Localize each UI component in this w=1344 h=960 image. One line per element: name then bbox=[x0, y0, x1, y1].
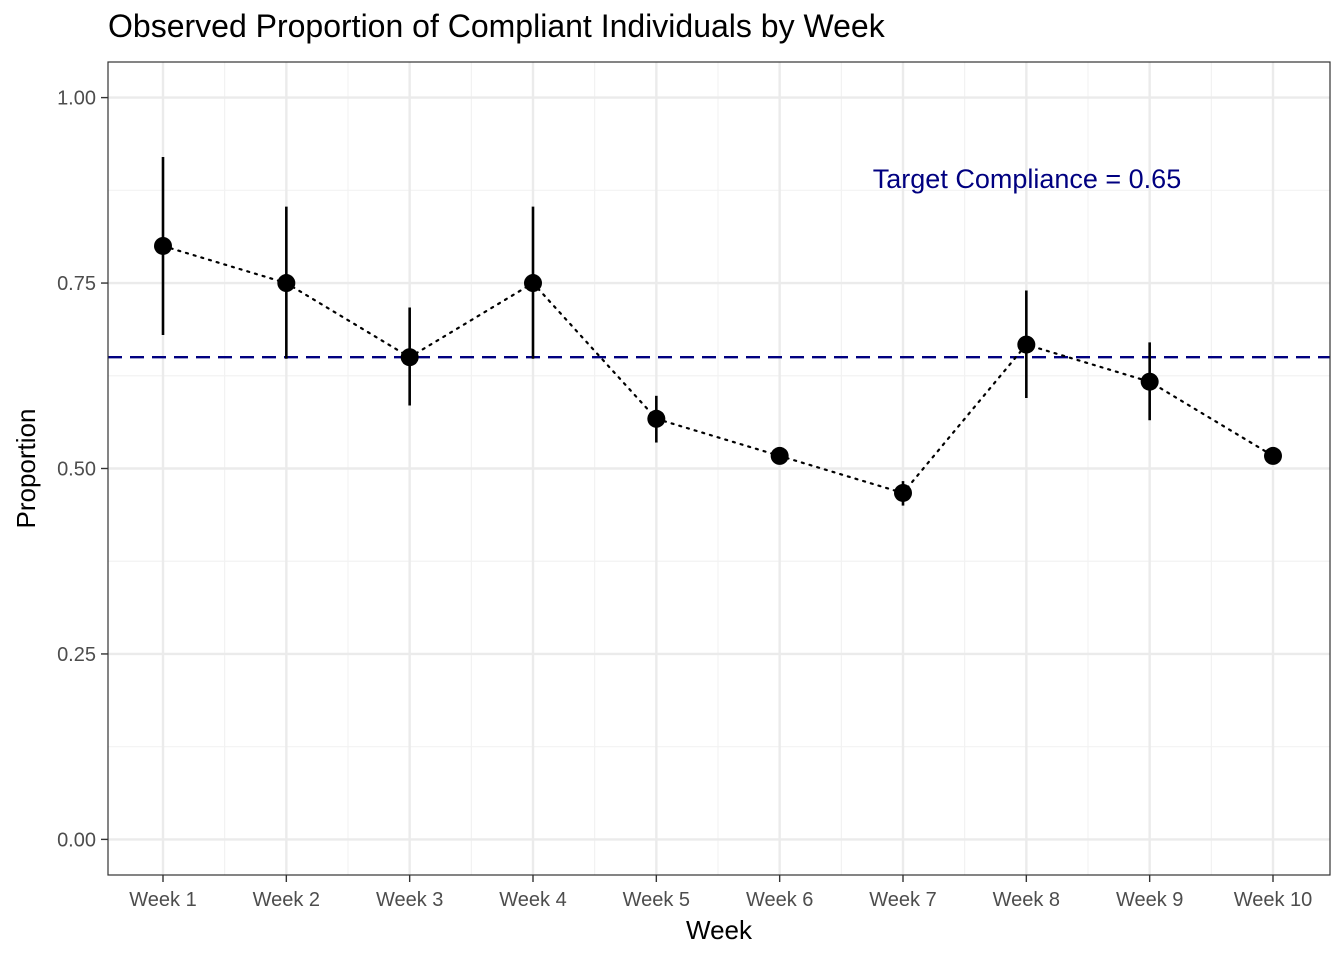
target-annotation: Target Compliance = 0.65 bbox=[873, 164, 1181, 194]
data-point bbox=[894, 483, 912, 502]
x-tick-label: Week 5 bbox=[623, 889, 690, 911]
axes: 0.00 0.25 0.50 0.75 1.00 Week 1 Week 2 Week 3 We… bbox=[11, 88, 1312, 945]
data-point bbox=[1140, 372, 1159, 391]
point-layer bbox=[154, 236, 1282, 502]
y-tick-label: 0.75 bbox=[57, 273, 96, 295]
data-point bbox=[647, 409, 666, 428]
x-tick-label: Week 8 bbox=[993, 889, 1060, 911]
data-point bbox=[1017, 335, 1036, 354]
x-tick-label: Week 3 bbox=[376, 889, 443, 911]
y-tick-label: 1.00 bbox=[57, 88, 96, 110]
data-point bbox=[1264, 446, 1282, 465]
data-point bbox=[524, 274, 542, 293]
x-axis-title: Week bbox=[686, 915, 753, 945]
grid bbox=[108, 62, 1330, 875]
y-tick-label: 0.00 bbox=[57, 829, 96, 851]
y-tick-label: 0.50 bbox=[57, 459, 96, 481]
x-tick-label: Week 9 bbox=[1116, 889, 1183, 911]
y-axis-title: Proportion bbox=[11, 409, 41, 529]
x-tick-label: Week 7 bbox=[869, 889, 936, 911]
x-tick-label: Week 4 bbox=[499, 889, 566, 911]
chart-title: Observed Proportion of Compliant Individ… bbox=[108, 8, 885, 44]
data-point bbox=[400, 348, 419, 367]
series-line bbox=[161, 244, 1275, 495]
x-tick-label: Week 2 bbox=[253, 889, 320, 911]
y-tick-label: 0.25 bbox=[57, 644, 96, 666]
data-point bbox=[277, 274, 296, 293]
x-tick-label: Week 6 bbox=[746, 889, 813, 911]
data-point bbox=[770, 446, 789, 465]
data-point bbox=[154, 236, 172, 255]
annotation-layer: Target Compliance = 0.65 bbox=[873, 164, 1181, 194]
x-tick-label: Week 1 bbox=[129, 889, 196, 911]
x-tick-label: Week 10 bbox=[1234, 889, 1313, 911]
connecting-line-layer bbox=[161, 244, 1275, 495]
